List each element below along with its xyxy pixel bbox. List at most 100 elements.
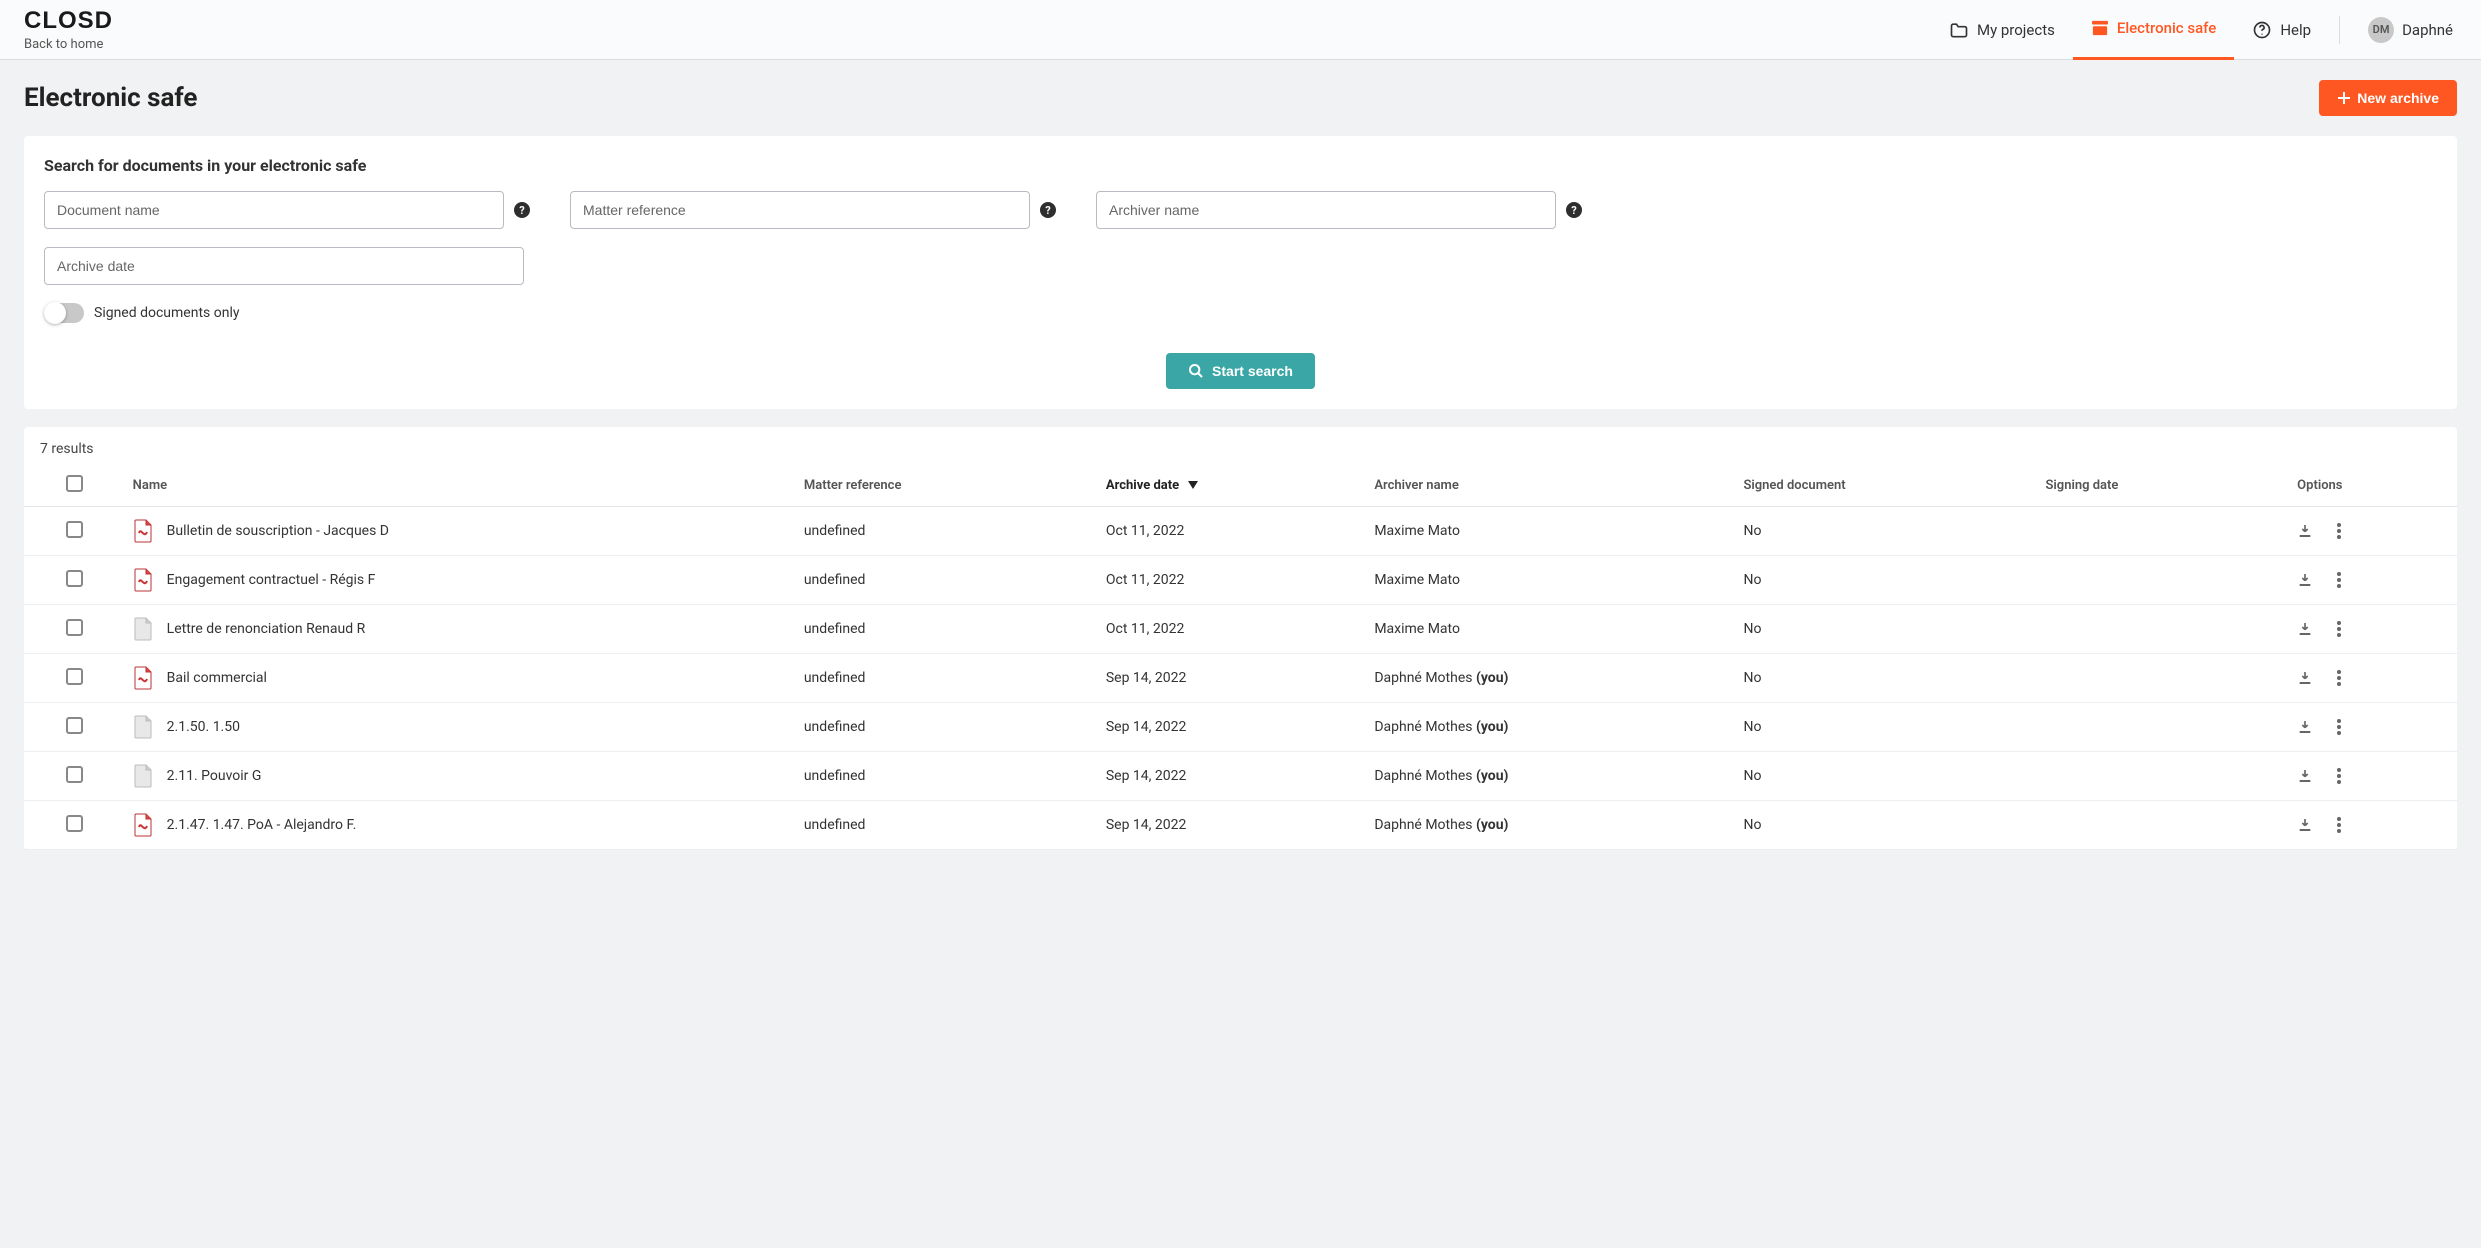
logo-area: CLOSD Back to home [24, 7, 113, 52]
row-checkbox[interactable] [66, 668, 83, 685]
more-options-icon[interactable] [2337, 719, 2341, 735]
nav-electronic-safe[interactable]: Electronic safe [2073, 0, 2234, 60]
download-icon[interactable] [2297, 572, 2313, 588]
new-archive-label: New archive [2357, 90, 2439, 106]
more-options-icon[interactable] [2337, 621, 2341, 637]
nav-help-label: Help [2280, 21, 2311, 39]
document-name[interactable]: 2.11. Pouvoir G [167, 768, 262, 784]
start-search-button[interactable]: Start search [1166, 353, 1315, 389]
table-row: 2.1.50. 1.50 undefinedSep 14, 2022Daphné … [24, 703, 2457, 752]
row-checkbox[interactable] [66, 815, 83, 832]
matter-reference-input[interactable] [570, 191, 1030, 229]
more-options-icon[interactable] [2337, 670, 2341, 686]
start-search-label: Start search [1212, 363, 1293, 379]
signed-only-label: Signed documents only [94, 305, 239, 321]
new-archive-button[interactable]: New archive [2319, 80, 2457, 116]
archiver-name: Daphné Mothes (you) [1366, 752, 1735, 801]
folder-icon [1949, 21, 1969, 39]
page-head: Electronic safe New archive [0, 60, 2481, 136]
archive-date: Oct 11, 2022 [1098, 507, 1366, 556]
download-icon[interactable] [2297, 768, 2313, 784]
document-name[interactable]: 2.1.50. 1.50 [167, 719, 240, 735]
file-type-icon [133, 519, 153, 543]
signed-document: No [1735, 605, 2037, 654]
matter-reference: undefined [796, 556, 1098, 605]
nav-user-menu[interactable]: DM Daphné [2350, 0, 2457, 60]
download-icon[interactable] [2297, 719, 2313, 735]
signed-document: No [1735, 752, 2037, 801]
download-icon[interactable] [2297, 670, 2313, 686]
archive-date: Sep 14, 2022 [1098, 703, 1366, 752]
row-checkbox[interactable] [66, 521, 83, 538]
archiver-name: Maxime Mato [1366, 556, 1735, 605]
matter-ref-help-icon[interactable]: ? [1040, 202, 1056, 218]
row-checkbox[interactable] [66, 717, 83, 734]
results-table: Name Matter reference Archive date Archi… [24, 465, 2457, 850]
nav-help[interactable]: Help [2234, 0, 2329, 60]
back-to-home-link[interactable]: Back to home [24, 37, 113, 52]
col-name[interactable]: Name [125, 465, 796, 507]
document-name[interactable]: 2.1.47. 1.47. PoA - Alejandro F. [167, 817, 357, 833]
more-options-icon[interactable] [2337, 572, 2341, 588]
table-row: 2.1.47. 1.47. PoA - Alejandro F. undefine… [24, 801, 2457, 850]
col-archive-date-label: Archive date [1106, 478, 1179, 493]
more-options-icon[interactable] [2337, 817, 2341, 833]
archiver-name: Daphné Mothes (you) [1366, 703, 1735, 752]
results-count: 7 results [24, 441, 2457, 465]
signing-date [2037, 801, 2289, 850]
row-checkbox[interactable] [66, 766, 83, 783]
signing-date [2037, 703, 2289, 752]
download-icon[interactable] [2297, 817, 2313, 833]
file-type-icon [133, 813, 153, 837]
col-signed[interactable]: Signed document [1735, 465, 2037, 507]
safe-icon [2091, 20, 2109, 36]
archiver-name-input[interactable] [1096, 191, 1556, 229]
archiver-name: Daphné Mothes (you) [1366, 801, 1735, 850]
nav-my-projects[interactable]: My projects [1931, 0, 2073, 60]
archiver-name: Maxime Mato [1366, 605, 1735, 654]
results-panel: 7 results Name Matter reference Archive … [24, 427, 2457, 850]
col-signing-date[interactable]: Signing date [2037, 465, 2289, 507]
select-all-checkbox[interactable] [66, 475, 83, 492]
logo[interactable]: CLOSD [24, 7, 113, 35]
file-type-icon [133, 666, 153, 690]
signing-date [2037, 507, 2289, 556]
signing-date [2037, 605, 2289, 654]
matter-reference: undefined [796, 801, 1098, 850]
archive-date-input[interactable] [44, 247, 524, 285]
download-icon[interactable] [2297, 621, 2313, 637]
row-checkbox[interactable] [66, 570, 83, 587]
col-archive-date[interactable]: Archive date [1098, 465, 1366, 507]
more-options-icon[interactable] [2337, 768, 2341, 784]
doc-name-help-icon[interactable]: ? [514, 202, 530, 218]
signed-only-toggle[interactable] [44, 303, 84, 323]
toggle-knob [44, 302, 66, 324]
signing-date [2037, 654, 2289, 703]
archiver-help-icon[interactable]: ? [1566, 202, 1582, 218]
document-name[interactable]: Lettre de renonciation Renaud R [167, 621, 366, 637]
more-options-icon[interactable] [2337, 523, 2341, 539]
archive-date: Sep 14, 2022 [1098, 654, 1366, 703]
matter-reference: undefined [796, 605, 1098, 654]
download-icon[interactable] [2297, 523, 2313, 539]
document-name[interactable]: Bail commercial [167, 670, 267, 686]
document-name-input[interactable] [44, 191, 504, 229]
archive-date: Oct 11, 2022 [1098, 556, 1366, 605]
file-type-icon [133, 617, 153, 641]
nav-divider [2339, 16, 2340, 44]
table-row: Lettre de renonciation Renaud R undefined… [24, 605, 2457, 654]
document-name[interactable]: Engagement contractuel - Régis F [167, 572, 376, 588]
matter-reference: undefined [796, 507, 1098, 556]
table-row: Bail commercialundefinedSep 14, 2022Daph… [24, 654, 2457, 703]
matter-reference: undefined [796, 703, 1098, 752]
document-name[interactable]: Bulletin de souscription - Jacques D [167, 523, 389, 539]
archive-date: Sep 14, 2022 [1098, 801, 1366, 850]
col-archiver[interactable]: Archiver name [1366, 465, 1735, 507]
archive-date: Oct 11, 2022 [1098, 605, 1366, 654]
signed-document: No [1735, 556, 2037, 605]
row-checkbox[interactable] [66, 619, 83, 636]
signed-document: No [1735, 801, 2037, 850]
avatar: DM [2368, 17, 2394, 43]
col-matter[interactable]: Matter reference [796, 465, 1098, 507]
signing-date [2037, 752, 2289, 801]
